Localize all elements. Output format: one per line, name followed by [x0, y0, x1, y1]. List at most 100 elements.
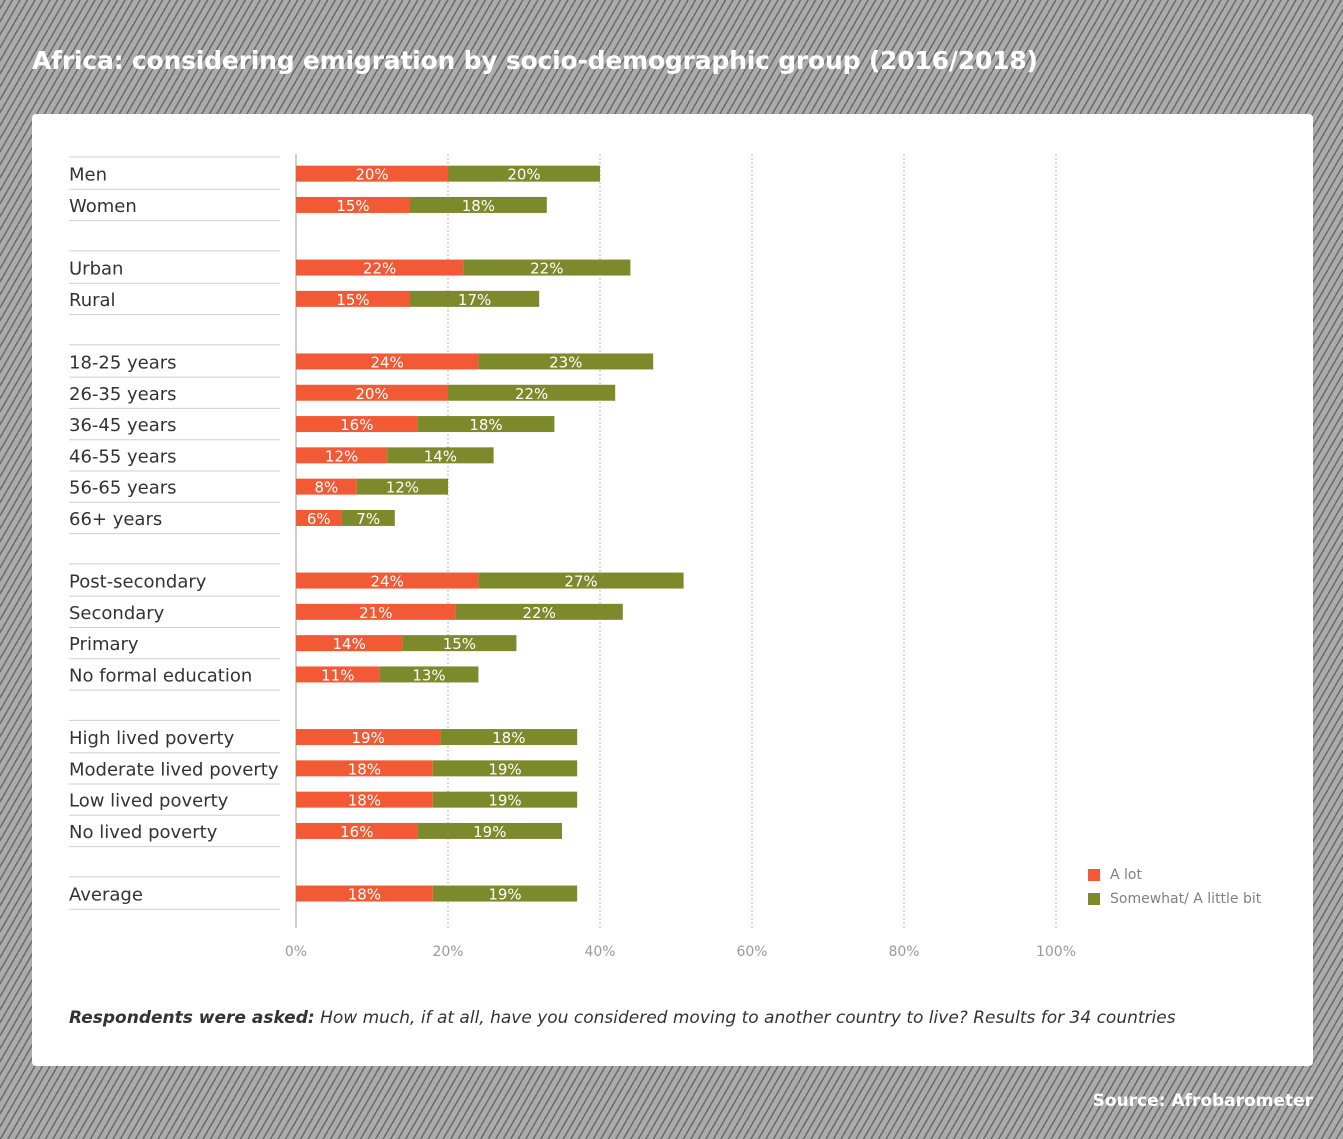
bar-a-lot-no-lived-poverty	[296, 822, 418, 839]
bar-a-lot-18-25-years	[296, 353, 479, 370]
x-tick-label-0: 0%	[285, 944, 307, 960]
data-label-a-lot-women: 15%	[336, 197, 369, 215]
bar-somewhat-a-little-bit-average	[432, 885, 578, 902]
bar-a-lot-urban	[296, 259, 464, 276]
bar-somewhat-a-little-bit-56-65-years	[356, 478, 448, 495]
category-label-women: Women	[69, 196, 137, 217]
bar-a-lot-men	[296, 165, 448, 182]
legend-item-a-lot: A lot	[1088, 863, 1261, 887]
data-label-somewhat-a-little-bit-urban: 22%	[530, 260, 563, 278]
bar-somewhat-a-little-bit-urban	[463, 259, 631, 276]
category-label-66-years: 66+ years	[69, 509, 162, 530]
category-label-rural: Rural	[69, 290, 116, 311]
data-label-somewhat-a-little-bit-women: 18%	[462, 197, 495, 215]
legend: A lot Somewhat/ A little bit	[1088, 863, 1261, 911]
bar-a-lot-rural	[296, 290, 410, 307]
category-label-no-formal-education: No formal education	[69, 665, 252, 686]
data-label-a-lot-moderate-lived-poverty: 18%	[348, 760, 381, 778]
bar-somewhat-a-little-bit-66-years	[341, 509, 395, 526]
category-label-moderate-lived-poverty: Moderate lived poverty	[69, 759, 279, 780]
data-label-a-lot-secondary: 21%	[359, 604, 392, 622]
bar-a-lot-primary	[296, 635, 403, 652]
category-label-high-lived-poverty: High lived poverty	[69, 728, 235, 749]
data-label-a-lot-post-secondary: 24%	[371, 573, 404, 591]
data-label-somewhat-a-little-bit-post-secondary: 27%	[564, 573, 597, 591]
footnote: Respondents were asked: How much, if at …	[69, 1008, 1176, 1028]
data-label-a-lot-average: 18%	[348, 886, 381, 904]
bar-somewhat-a-little-bit-women	[410, 196, 547, 213]
category-label-low-lived-poverty: Low lived poverty	[69, 791, 229, 812]
data-label-somewhat-a-little-bit-average: 19%	[488, 886, 521, 904]
bar-a-lot-secondary	[296, 603, 456, 620]
data-label-somewhat-a-little-bit-men: 20%	[507, 166, 540, 184]
data-label-a-lot-rural: 15%	[336, 291, 369, 309]
bar-a-lot-66-years	[296, 509, 342, 526]
bar-somewhat-a-little-bit-men	[448, 165, 600, 182]
bar-a-lot-low-lived-poverty	[296, 791, 433, 808]
bar-a-lot-36-45-years	[296, 416, 418, 433]
category-label-men: Men	[69, 165, 107, 186]
x-tick-label-80: 80%	[888, 944, 919, 960]
x-tick-label-40: 40%	[584, 944, 615, 960]
bar-a-lot-average	[296, 885, 433, 902]
data-label-a-lot-18-25-years: 24%	[371, 353, 404, 371]
category-label-no-lived-poverty: No lived poverty	[69, 822, 218, 843]
bar-somewhat-a-little-bit-high-lived-poverty	[440, 729, 578, 746]
bar-a-lot-26-35-years	[296, 384, 448, 401]
category-label-18-25-years: 18-25 years	[69, 352, 177, 373]
legend-swatch-a-lot	[1088, 869, 1100, 881]
data-label-a-lot-26-35-years: 20%	[355, 385, 388, 403]
data-label-a-lot-66-years: 6%	[307, 510, 331, 528]
data-label-somewhat-a-little-bit-moderate-lived-poverty: 19%	[488, 760, 521, 778]
bar-somewhat-a-little-bit-post-secondary	[478, 572, 684, 589]
bar-somewhat-a-little-bit-36-45-years	[417, 416, 555, 433]
bar-somewhat-a-little-bit-no-formal-education	[379, 666, 479, 683]
legend-label-somewhat: Somewhat/ A little bit	[1110, 891, 1262, 907]
data-label-somewhat-a-little-bit-56-65-years: 12%	[386, 479, 419, 497]
category-label-urban: Urban	[69, 259, 123, 280]
data-label-somewhat-a-little-bit-rural: 17%	[458, 291, 491, 309]
x-tick-label-100: 100%	[1036, 944, 1076, 960]
data-label-somewhat-a-little-bit-36-45-years: 18%	[469, 416, 502, 434]
data-label-somewhat-a-little-bit-66-years: 7%	[356, 510, 380, 528]
x-tick-label-60: 60%	[736, 944, 767, 960]
data-label-a-lot-46-55-years: 12%	[325, 447, 358, 465]
data-label-a-lot-primary: 14%	[333, 635, 366, 653]
bar-a-lot-56-65-years	[296, 478, 357, 495]
data-label-a-lot-36-45-years: 16%	[340, 416, 373, 434]
category-label-36-45-years: 36-45 years	[69, 415, 177, 436]
data-label-somewhat-a-little-bit-high-lived-poverty: 18%	[492, 729, 525, 747]
x-tick-label-20: 20%	[432, 944, 463, 960]
bar-a-lot-no-formal-education	[296, 666, 380, 683]
data-label-a-lot-low-lived-poverty: 18%	[348, 792, 381, 810]
category-label-46-55-years: 46-55 years	[69, 446, 177, 467]
bar-a-lot-post-secondary	[296, 572, 479, 589]
bar-a-lot-46-55-years	[296, 447, 388, 464]
bar-somewhat-a-little-bit-rural	[410, 290, 540, 307]
data-label-a-lot-men: 20%	[355, 166, 388, 184]
bar-somewhat-a-little-bit-low-lived-poverty	[432, 791, 578, 808]
category-label-secondary: Secondary	[69, 603, 165, 624]
chart-title: Africa: considering emigration by socio-…	[32, 46, 1038, 75]
bar-somewhat-a-little-bit-46-55-years	[387, 447, 494, 464]
category-label-primary: Primary	[69, 634, 139, 655]
legend-label-a-lot: A lot	[1110, 867, 1142, 883]
legend-item-somewhat: Somewhat/ A little bit	[1088, 887, 1261, 911]
data-label-a-lot-no-lived-poverty: 16%	[340, 823, 373, 841]
bar-somewhat-a-little-bit-26-35-years	[448, 384, 616, 401]
data-label-somewhat-a-little-bit-18-25-years: 23%	[549, 353, 582, 371]
bar-a-lot-women	[296, 196, 410, 213]
bar-somewhat-a-little-bit-secondary	[455, 603, 623, 620]
data-label-somewhat-a-little-bit-secondary: 22%	[523, 604, 556, 622]
footnote-question-text: How much, if at all, have you considered…	[320, 1008, 1176, 1028]
data-label-somewhat-a-little-bit-primary: 15%	[443, 635, 476, 653]
data-label-a-lot-56-65-years: 8%	[315, 479, 339, 497]
bar-a-lot-high-lived-poverty	[296, 729, 441, 746]
category-label-average: Average	[69, 885, 143, 906]
bar-a-lot-moderate-lived-poverty	[296, 760, 433, 777]
source-label: Source: Afrobarometer	[1092, 1091, 1313, 1111]
data-label-somewhat-a-little-bit-no-formal-education: 13%	[412, 666, 445, 684]
category-label-26-35-years: 26-35 years	[69, 384, 177, 405]
data-label-somewhat-a-little-bit-low-lived-poverty: 19%	[488, 792, 521, 810]
legend-swatch-somewhat	[1088, 893, 1100, 905]
